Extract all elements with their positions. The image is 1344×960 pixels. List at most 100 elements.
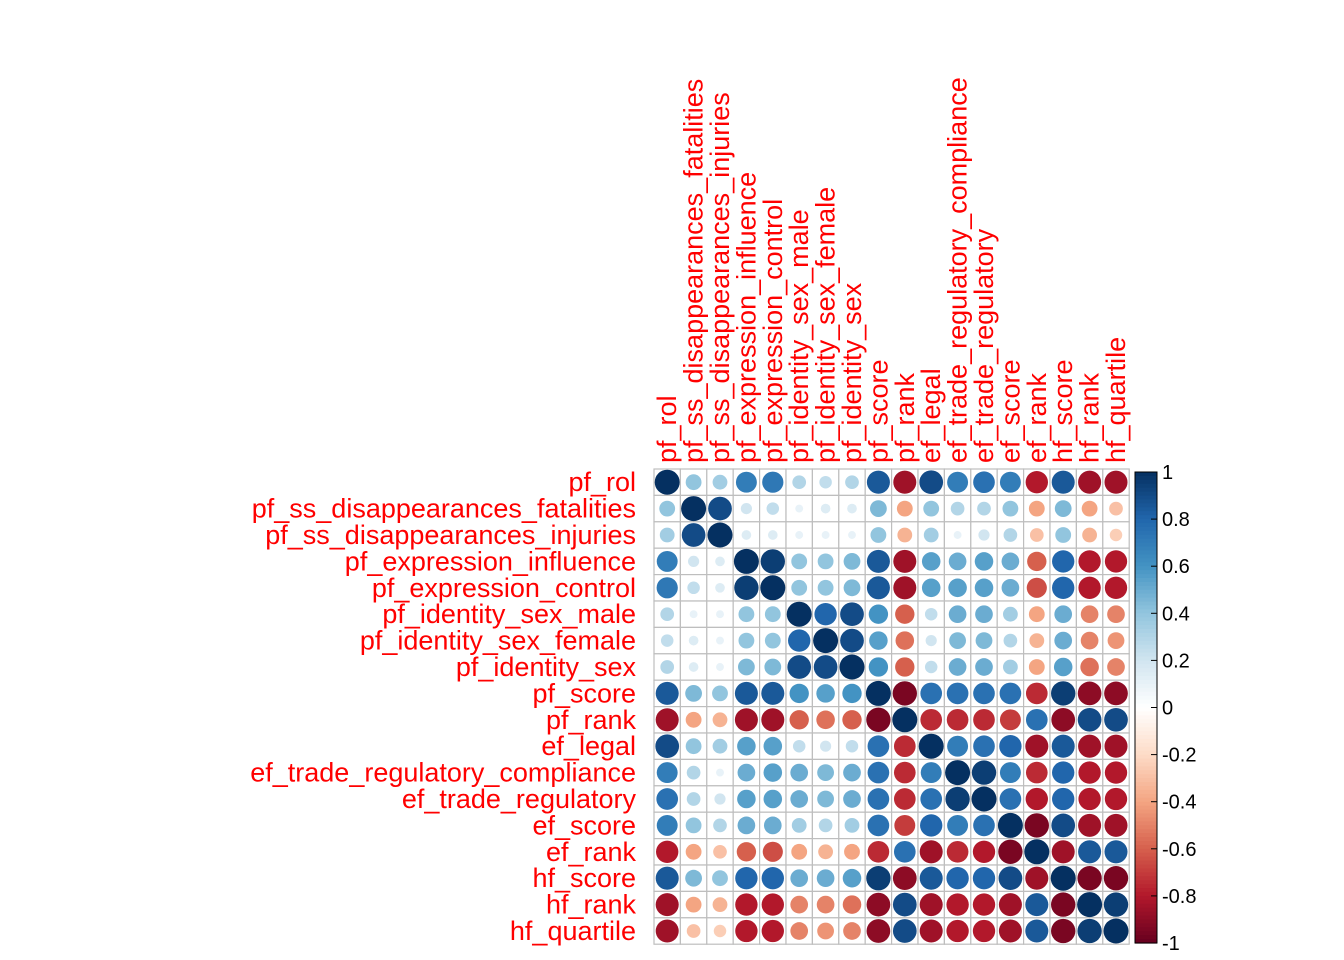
col-label: pf_score [863,359,893,463]
row-label: ef_score [532,810,636,840]
corr-circle-hf_rank-pf_expression_influence [735,893,758,916]
corr-circle-pf_rank-ef_score [999,709,1021,731]
corr-circle-pf_ss_disappearances_fatalities-pf_identity_sex_female [820,503,831,514]
corr-circle-pf_expression_control-pf_identity_sex [843,579,861,597]
corr-circle-pf_identity_sex-ef_score [1003,659,1018,675]
corr-circle-pf_expression_influence-ef_legal [921,552,941,571]
colorbar-segment [1135,511,1157,516]
corr-circle-ef_legal-pf_identity_sex_male [792,739,806,753]
corr-circle-pf_ss_disappearances_injuries-pf_identity_sex [848,531,856,539]
corr-circle-pf_identity_sex-pf_score [868,657,889,677]
corr-circle-pf_score-hf_score [1051,681,1076,706]
corr-circle-ef_legal-pf_score [867,735,890,758]
corr-circle-hf_score-pf_identity_sex_male [790,869,809,888]
corr-circle-ef_legal-pf_expression_control [763,736,783,756]
corr-circle-pf_rank-ef_trade_regulatory_compliance [946,708,969,731]
colorbar-tick-label: -1 [1162,933,1180,955]
corr-circle-pf_ss_disappearances_injuries-ef_trade_regulatory_compliance [953,531,962,539]
corr-circle-pf_identity_sex-pf_rol [660,660,675,674]
corr-circle-hf_rank-ef_trade_regulatory [972,893,996,916]
corr-circle-pf_identity_sex-pf_rank [895,657,915,677]
corr-circle-ef_rank-pf_ss_disappearances_injuries [713,844,727,859]
corr-circle-pf_expression_control-pf_identity_sex_male [791,579,808,596]
corr-circle-pf_score-pf_ss_disappearances_injuries [712,685,728,702]
corr-circle-ef_trade_regulatory_compliance-pf_rank [893,761,916,784]
corr-circle-pf_identity_sex-pf_ss_disappearances_fatalities [688,662,699,672]
colorbar-segment [1135,609,1157,614]
corr-circle-hf_rank-hf_quartile [1103,892,1129,917]
corr-circle-pf_expression_control-ef_rank [1026,577,1047,598]
corr-circle-pf_ss_disappearances_fatalities-pf_rol [659,500,676,517]
corr-circle-ef_trade_regulatory_compliance-pf_expression_control [763,763,783,782]
corr-circle-pf_rank-hf_score [1051,707,1076,732]
corr-circle-hf_rank-pf_rank [892,892,917,917]
colorbar-segment [1135,695,1157,701]
corr-circle-ef_legal-ef_trade_regulatory [973,735,995,758]
corr-circle-pf_expression_influence-pf_identity_sex [843,553,861,570]
corr-circle-pf_ss_disappearances_fatalities-pf_identity_sex_male [795,504,804,513]
corr-circle-pf_ss_disappearances_fatalities-ef_trade_regulatory_compliance [950,501,965,516]
corr-circle-pf_identity_sex-pf_ss_disappearances_injuries [716,663,724,671]
colorbar-segment [1135,907,1157,913]
corr-circle-pf_expression_control-pf_expression_control [760,575,786,601]
corr-circle-pf_expression_influence-pf_expression_control [760,549,785,574]
corr-circle-ef_trade_regulatory_compliance-hf_rank [1078,761,1101,784]
corr-circle-ef_trade_regulatory-ef_trade_regulatory_compliance [945,786,970,812]
corr-circle-ef_trade_regulatory-ef_trade_regulatory [971,786,997,812]
colorbar-segment [1135,542,1157,548]
colorbar-segment [1135,475,1157,481]
corr-circle-hf_quartile-ef_trade_regulatory [972,919,996,943]
corr-circle-pf_score-pf_identity_sex_female [816,684,835,703]
colorbar-segment [1135,660,1157,665]
corr-circle-hf_score-ef_score [998,866,1023,891]
corr-circle-pf_expression_control-pf_expression_influence [734,575,759,600]
row-label: ef_trade_regulatory_compliance [250,758,636,788]
corr-circle-pf_expression_influence-ef_rank [1027,551,1047,572]
corr-circle-pf_ss_disappearances_fatalities-ef_trade_regulatory [977,501,991,516]
corr-circle-pf_identity_sex-ef_rank [1028,659,1045,675]
corr-circle-pf_identity_sex_male-pf_identity_sex_male [786,601,812,627]
colorbar-segment [1135,613,1157,618]
corr-circle-ef_legal-hf_rank [1078,734,1102,758]
corr-circle-hf_quartile-pf_rol [655,919,679,943]
corr-circle-pf_identity_sex_male-hf_rank [1080,605,1099,624]
corr-circle-ef_score-pf_rank [894,814,916,836]
corr-circle-pf_rol-pf_ss_disappearances_fatalities [685,474,702,491]
colorbar-segment [1135,632,1157,638]
corr-circle-pf_identity_sex-pf_identity_sex_male [787,655,812,679]
corr-circle-ef_legal-ef_score [999,735,1022,758]
colorbar-segment [1135,723,1157,728]
corr-circle-pf_identity_sex_male-pf_ss_disappearances_injuries [716,610,724,619]
col-label: pf_rank [890,372,920,463]
row-label: pf_identity_sex [456,652,637,682]
corr-circle-pf_rank-pf_expression_influence [734,708,758,732]
corr-circle-ef_rank-pf_expression_influence [736,842,757,862]
corr-circle-hf_rank-hf_score [1051,892,1076,917]
corr-circle-hf_score-pf_rol [655,866,679,890]
corr-circle-hf_quartile-hf_quartile [1103,918,1129,944]
corr-circle-ef_trade_regulatory_compliance-ef_score [999,762,1021,784]
row-label: pf_rol [568,467,636,497]
colorbar-tick-label: -0.4 [1162,792,1196,814]
corr-circle-ef_legal-hf_quartile [1104,734,1128,758]
corr-circle-hf_quartile-hf_score [1051,918,1076,944]
corr-circle-pf_ss_disappearances_fatalities-pf_score [870,500,887,517]
row-label: pf_expression_influence [345,546,636,576]
colorbar-segment [1135,864,1157,870]
corr-circle-pf_rank-hf_rank [1077,707,1102,732]
corr-circle-pf_expression_influence-pf_rol [656,550,678,572]
corr-circle-pf_rank-pf_identity_sex_female [816,710,835,730]
corr-circle-ef_trade_regulatory-hf_score [1052,787,1075,811]
colorbar-segment [1135,876,1157,881]
colorbar-segment [1135,848,1157,854]
colorbar-segment [1135,491,1157,497]
corr-circle-pf_ss_disappearances_injuries-pf_expression_influence [741,530,752,540]
corr-circle-ef_trade_regulatory_compliance-ef_rank [1025,761,1048,784]
colorbar-segment [1135,581,1157,587]
corr-circle-ef_trade_regulatory-pf_rol [656,788,679,810]
corr-circle-pf_identity_sex_female-ef_trade_regulatory [975,632,993,649]
row-label: ef_rank [546,837,637,867]
corr-circle-ef_trade_regulatory-pf_identity_sex [843,790,861,808]
colorbar-segment [1135,554,1157,559]
colorbar-tick-label: 0 [1162,698,1173,720]
